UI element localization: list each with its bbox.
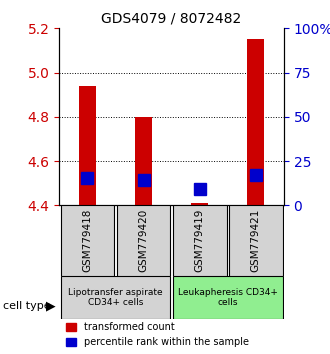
Bar [191, 203, 208, 205]
Bar [79, 86, 96, 205]
Text: GSM779419: GSM779419 [195, 209, 205, 273]
Text: GSM779420: GSM779420 [139, 209, 148, 272]
FancyBboxPatch shape [229, 205, 283, 276]
Bar [135, 117, 152, 205]
Text: GSM779418: GSM779418 [82, 209, 92, 273]
FancyBboxPatch shape [173, 205, 227, 276]
Title: GDS4079 / 8072482: GDS4079 / 8072482 [102, 12, 242, 26]
Text: Lipotransfer aspirate
CD34+ cells: Lipotransfer aspirate CD34+ cells [68, 288, 163, 307]
FancyBboxPatch shape [173, 276, 283, 319]
Text: GSM779421: GSM779421 [251, 209, 261, 273]
Text: cell type: cell type [3, 301, 51, 311]
FancyBboxPatch shape [60, 276, 171, 319]
Text: Leukapheresis CD34+
cells: Leukapheresis CD34+ cells [178, 288, 278, 307]
FancyBboxPatch shape [116, 205, 171, 276]
FancyBboxPatch shape [60, 205, 115, 276]
Text: ▶: ▶ [46, 300, 56, 313]
Legend: transformed count, percentile rank within the sample: transformed count, percentile rank withi… [64, 320, 251, 349]
Bar [248, 39, 264, 205]
